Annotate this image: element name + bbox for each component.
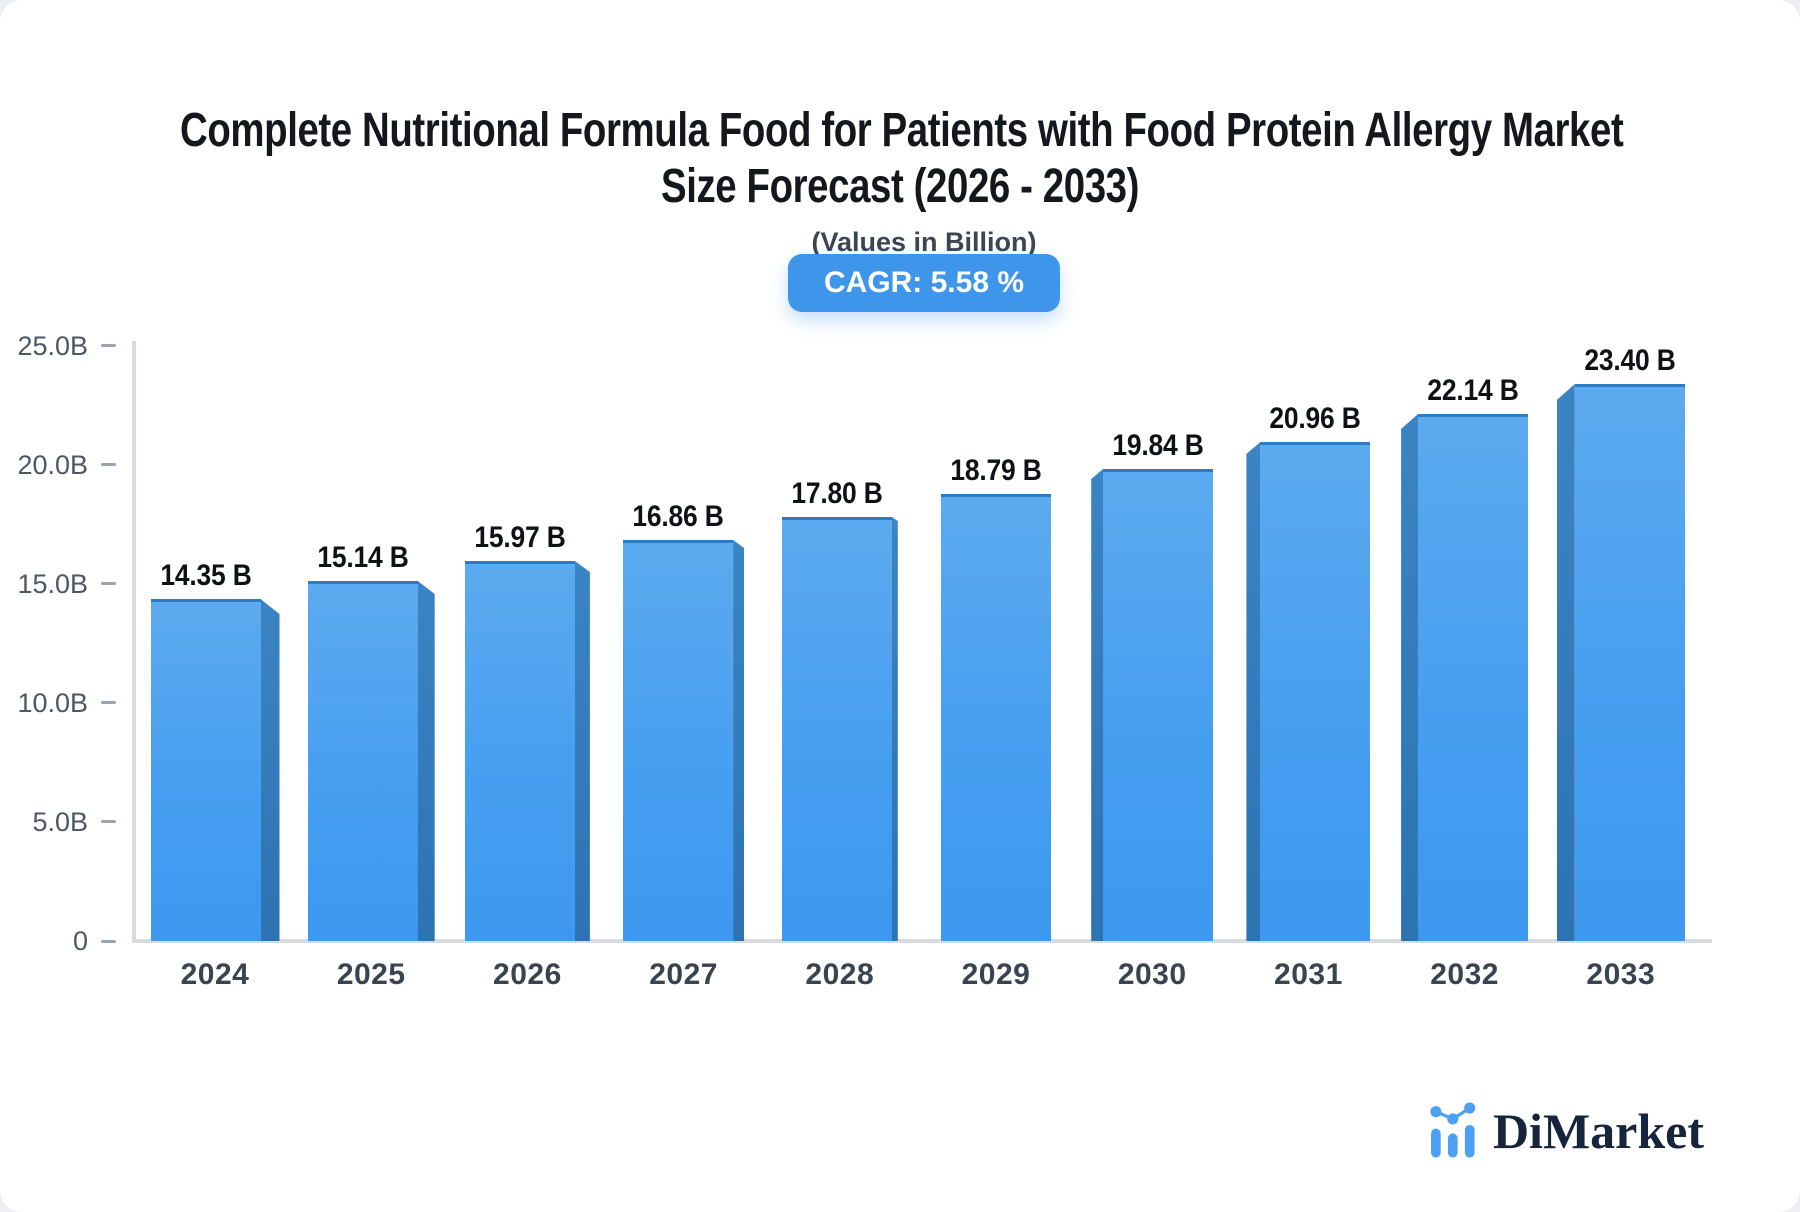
y-axis-tick-mark [101,820,116,824]
bar-side-face [891,517,898,941]
logo: DiMarket [1427,1098,1704,1164]
bar-side-face [574,561,590,941]
y-axis-tick-mark [101,701,116,705]
cagr-badge: CAGR: 5.58 % [787,254,1061,312]
y-axis-tick-label: 25.0B [17,330,88,361]
x-axis-label: 2027 [649,958,718,991]
chart-title: Complete Nutritional Formula Food for Pa… [0,103,1800,215]
x-axis-label: 2033 [1586,958,1656,991]
bar-2029 [941,494,1051,941]
bar-2028 [781,517,892,941]
y-axis-tick-mark [101,939,116,943]
y-axis-tick-label: 5.0B [32,806,88,837]
x-axis-label: 2031 [1274,958,1343,991]
bar-value-label: 22.14 B [1427,374,1519,407]
bar-value-label: 23.40 B [1584,344,1676,377]
bar-value-label: 16.86 B [632,500,724,533]
x-axis-label: 2028 [805,958,875,991]
bar-2030 [1103,469,1214,941]
x-axis-label: 2025 [336,958,406,991]
y-axis-tick-label: 0 [72,926,88,956]
bar-2033 [1574,384,1685,941]
x-axis-label: 2024 [180,958,250,991]
bar-value-label: 19.84 B [1112,429,1204,462]
y-axis-line [132,341,136,941]
bar-value-label: 20.96 B [1269,402,1362,435]
bar-side-face [1091,469,1104,941]
bar-2027 [623,540,734,941]
bar-value-label: 18.79 B [950,454,1042,487]
x-axis-label: 2030 [1117,958,1187,991]
mini-bar-chart-logo-icon [1430,1102,1476,1158]
bar-2031 [1260,442,1371,941]
bar-side-face [1401,414,1419,941]
logo-text: DiMarket [1492,1103,1704,1159]
x-axis-label: 2032 [1430,958,1499,991]
y-axis-tick-mark [101,344,116,348]
bar-2026 [464,561,575,941]
bar-value-label: 17.80 B [791,477,883,510]
bar-value-label: 14.35 B [159,559,252,592]
y-axis-tick-mark [101,463,116,467]
x-axis-line [132,939,1712,943]
bar-side-face [1556,384,1575,941]
bar-side-face [417,581,435,941]
chart-title-line2: Size Forecast (2026 - 2033) [661,160,1139,213]
bar-side-face [1246,442,1261,941]
y-axis-tick-label: 10.0B [17,687,88,718]
chart-subtitle: (Values in Billion) [811,227,1037,257]
y-axis-tick-mark [101,582,116,586]
bar-value-label: 15.97 B [474,521,566,554]
x-axis-label: 2029 [961,958,1031,991]
y-axis-tick-label: 15.0B [17,568,88,599]
bar-2024 [150,599,261,941]
chart-title-line1: Complete Nutritional Formula Food for Pa… [180,104,1624,157]
y-axis-tick-label: 20.0B [17,449,88,480]
bar-value-label: 15.14 B [317,541,409,574]
bar-2032 [1418,414,1529,941]
bar-side-face [733,540,745,941]
bar-side-face [260,599,280,941]
x-axis-label: 2026 [493,958,562,991]
bar-2025 [307,581,418,941]
